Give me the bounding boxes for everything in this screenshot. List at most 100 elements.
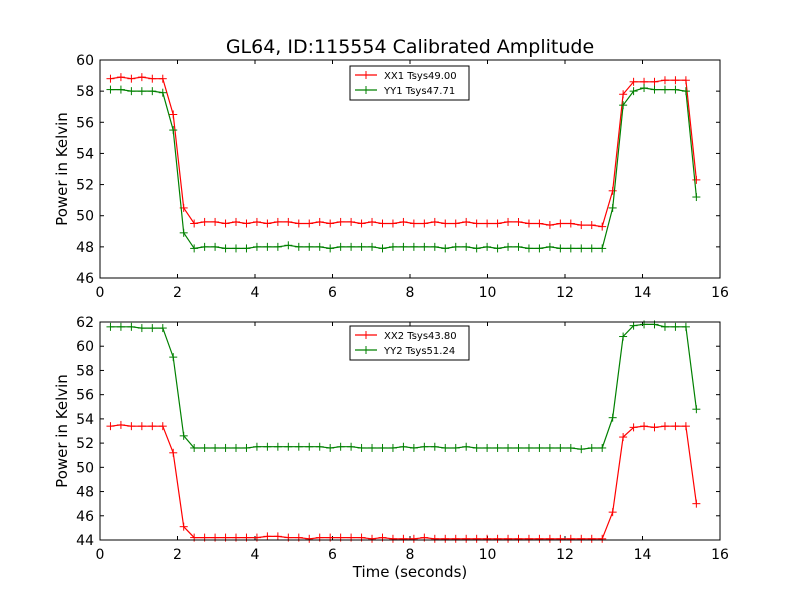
data-point <box>273 217 282 226</box>
data-point <box>660 322 669 331</box>
data-point <box>577 445 586 454</box>
data-point <box>650 423 659 432</box>
legend-entry-label: YY1 Tsys47.71 <box>383 86 455 97</box>
data-point <box>211 242 220 251</box>
x-tick-label: 8 <box>406 547 415 563</box>
data-point <box>326 244 335 253</box>
data-point <box>179 431 188 440</box>
y-tick-label: 56 <box>76 115 94 131</box>
data-point <box>169 353 178 362</box>
data-point <box>587 534 596 543</box>
data-point <box>232 217 241 226</box>
data-point <box>148 87 157 96</box>
data-point <box>315 442 324 451</box>
data-point <box>158 422 167 431</box>
data-point <box>514 217 523 226</box>
data-point <box>169 126 178 135</box>
data-point <box>420 219 429 228</box>
data-point <box>483 443 492 452</box>
data-point <box>378 443 387 452</box>
data-point <box>158 324 167 333</box>
data-point <box>462 534 471 543</box>
data-point <box>545 534 554 543</box>
x-tick-label: 14 <box>634 547 652 563</box>
plot-frame <box>99 59 721 279</box>
legend-box <box>349 325 470 361</box>
data-point <box>200 217 209 226</box>
data-point <box>504 443 513 452</box>
data-point <box>441 534 450 543</box>
data-point <box>535 244 544 253</box>
data-point <box>608 413 617 422</box>
legend-entry-label: YY2 Tsys51.24 <box>383 346 455 357</box>
data-point <box>660 422 669 431</box>
data-point <box>179 522 188 531</box>
series-yy1 <box>106 84 701 253</box>
data-point <box>409 242 418 251</box>
data-point <box>504 217 513 226</box>
data-point <box>388 443 397 452</box>
data-point <box>148 324 157 333</box>
legend: XX1 Tsys49.00 YY1 Tsys47.71 <box>349 65 470 101</box>
data-point <box>545 242 554 251</box>
data-point <box>326 443 335 452</box>
data-point <box>294 442 303 451</box>
data-point <box>629 77 638 86</box>
data-point <box>127 74 136 83</box>
y-tick-label: 52 <box>76 178 94 194</box>
y-axis-title: Power in Kelvin <box>53 112 71 226</box>
data-point <box>284 442 293 451</box>
data-point <box>483 242 492 251</box>
data-point <box>608 203 617 212</box>
data-point <box>242 219 251 228</box>
data-point <box>252 217 261 226</box>
y-tick-label: 46 <box>76 509 94 525</box>
data-point <box>116 420 125 429</box>
data-point <box>190 443 199 452</box>
data-point <box>284 217 293 226</box>
data-point <box>378 219 387 228</box>
data-point <box>472 244 481 253</box>
data-point <box>273 242 282 251</box>
x-tick-label: 2 <box>173 547 182 563</box>
data-point <box>169 448 178 457</box>
data-point <box>336 442 345 451</box>
data-point <box>598 222 607 231</box>
data-point <box>577 221 586 230</box>
data-point <box>179 228 188 237</box>
data-point <box>430 442 439 451</box>
data-point <box>640 84 649 93</box>
x-tick-label: 10 <box>479 547 497 563</box>
x-tick-label: 12 <box>556 285 574 301</box>
y-tick-label: 58 <box>76 363 94 379</box>
data-point <box>158 88 167 97</box>
data-point <box>127 422 136 431</box>
data-point <box>305 219 314 228</box>
data-point <box>462 217 471 226</box>
data-point <box>681 322 690 331</box>
data-point <box>629 423 638 432</box>
data-point <box>242 443 251 452</box>
data-point <box>472 219 481 228</box>
data-point <box>116 85 125 94</box>
data-point <box>556 534 565 543</box>
x-tick-label: 0 <box>96 547 105 563</box>
data-point <box>190 244 199 253</box>
data-point <box>399 242 408 251</box>
data-point <box>681 76 690 85</box>
data-point <box>148 422 157 431</box>
data-point <box>399 534 408 543</box>
data-point <box>200 242 209 251</box>
data-point <box>263 532 272 541</box>
data-point <box>252 442 261 451</box>
data-point <box>127 87 136 96</box>
data-point <box>577 534 586 543</box>
series-xx1 <box>106 73 701 231</box>
data-point <box>640 422 649 431</box>
data-point <box>598 534 607 543</box>
y-tick-label: 62 <box>76 315 94 331</box>
data-point <box>263 219 272 228</box>
data-point <box>357 219 366 228</box>
data-point <box>587 443 596 452</box>
